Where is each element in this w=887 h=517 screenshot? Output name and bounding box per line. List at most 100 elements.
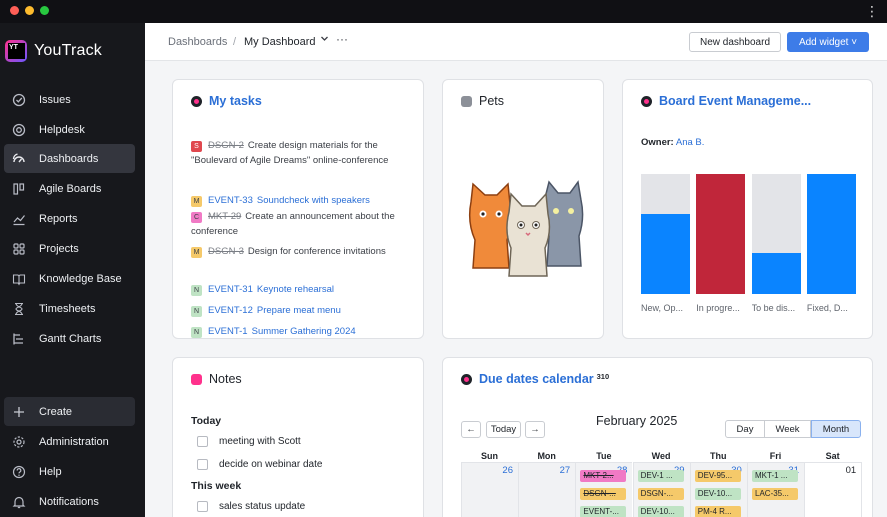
issue-id-link[interactable]: DSGN-2 [208,140,244,151]
close-window-button[interactable] [10,6,19,15]
gear-icon [12,435,26,449]
calendar-day-number[interactable]: 01 [845,465,857,476]
calendar-event[interactable]: LAC-35... [752,488,798,500]
calendar-event[interactable]: MKT-2... [580,470,627,482]
calendar-event[interactable]: DEV-10... [694,488,741,500]
kebab-menu-icon[interactable]: ⋮ [865,3,879,19]
weekday-header: Wed [651,451,671,461]
more-options-button[interactable]: ··· [336,32,348,46]
task-item[interactable]: C MKT-29 Create an announcement about the … [191,209,416,239]
chevron-down-icon[interactable] [320,34,329,46]
task-item[interactable]: N EVENT-31 Keynote rehearsal [191,282,416,297]
calendar-event[interactable]: DSGN-... [637,488,684,500]
prev-month-button[interactable]: ← [461,421,481,438]
calendar-day-cell[interactable] [518,462,576,517]
dashboard-selector[interactable]: My Dashboard [244,36,316,48]
board-icon [12,182,26,196]
plus-icon [12,405,26,419]
bar-fill[interactable] [806,174,856,294]
note-checklist-item[interactable]: sales status update [197,501,305,512]
calendar-title[interactable]: Due dates calendar [479,372,594,386]
widget-title: Board Event Manageme... [641,94,811,108]
youtrack-widget-icon [641,95,652,107]
issue-id-link[interactable]: EVENT-12 [208,305,253,316]
calendar-event[interactable]: EVENT-... [580,506,627,517]
hourglass-icon [12,302,26,316]
checkbox[interactable] [197,459,208,470]
view-month-button[interactable]: Month [811,420,861,438]
calendar-day-number[interactable]: 27 [559,465,571,476]
task-item[interactable]: M DSGN-3 Design for conference invitations [191,244,416,259]
task-item[interactable]: M EVENT-33 Soundcheck with speakers [191,193,416,208]
grid-divider [861,462,863,517]
new-dashboard-button[interactable]: New dashboard [689,32,781,52]
issue-id-link[interactable]: EVENT-33 [208,195,253,206]
note-checklist-item[interactable]: meeting with Scott [197,436,301,447]
issue-summary[interactable]: Prepare meat menu [256,305,341,316]
calendar-day-cell[interactable] [461,462,518,517]
task-item[interactable]: S DSGN-2 Create design materials for the "… [191,138,416,168]
issue-id-link[interactable]: EVENT-1 [208,326,248,337]
sidebar-item-notifications[interactable]: Notifications [4,487,135,516]
issue-summary[interactable]: Soundcheck with speakers [256,195,370,206]
task-item[interactable]: N EVENT-1 Summer Gathering 2024 [191,324,416,338]
sidebar-item-projects[interactable]: Projects [4,234,135,263]
breadcrumb-dashboards[interactable]: Dashboards [168,36,228,48]
owner-link[interactable]: Ana B. [675,137,705,148]
next-month-button[interactable]: → [525,421,545,438]
sidebar-item-timesheets[interactable]: Timesheets [4,294,135,323]
cats-illustration [468,180,584,277]
board-title[interactable]: Board Event Manageme... [659,94,812,108]
calendar-day-cell[interactable] [804,462,862,517]
sidebar-item-dashboards[interactable]: Dashboards [4,144,135,173]
sidebar-item-administration[interactable]: Administration [4,427,135,456]
today-button[interactable]: Today [486,421,521,438]
notes-widget: Notes Today meeting with Scott decide on w… [172,357,424,517]
page-header: Dashboards / My Dashboard ··· New dashbo… [145,23,887,61]
note-checklist-item[interactable]: decide on webinar date [197,459,322,470]
help-icon [12,465,26,479]
calendar-event[interactable]: PM-4 R... [694,506,741,517]
calendar-day-number[interactable]: 26 [502,465,513,476]
sidebar-item-helpdesk[interactable]: Helpdesk [4,115,135,144]
bar-category-label: New, Op... [641,303,684,313]
minimize-window-button[interactable] [25,6,34,15]
issue-summary[interactable]: Create design materials for the "Bouleva… [191,140,389,166]
add-widget-button[interactable]: Add widget ˅ [787,32,869,52]
checkbox[interactable] [197,436,208,447]
calendar-event[interactable]: DSGN-... [580,488,627,500]
issue-summary[interactable]: Create an announcement about the confere… [191,211,395,237]
sidebar-item-issues[interactable]: Issues [4,85,135,114]
sidebar-item-knowledge-base[interactable]: Knowledge Base [4,264,135,293]
task-item[interactable]: N EVENT-12 Prepare meat menu [191,303,416,318]
sidebar-item-help[interactable]: Help [4,457,135,486]
priority-badge: M [191,196,202,207]
issue-summary[interactable]: Summer Gathering 2024 [251,326,356,337]
issue-id-link[interactable]: DSGN-3 [208,246,244,257]
sidebar-item-agile-boards[interactable]: Agile Boards [4,174,135,203]
view-day-button[interactable]: Day [725,420,765,438]
maximize-window-button[interactable] [40,6,49,15]
view-week-button[interactable]: Week [764,420,811,438]
calendar-event[interactable]: DEV-95... [694,470,741,482]
bar-fill[interactable] [696,174,746,294]
issue-summary[interactable]: Design for conference invitations [247,246,386,257]
youtrack-logo-icon [5,40,27,62]
calendar-event[interactable]: DEV-10... [637,506,684,517]
calendar-count: 310 [596,371,610,381]
calendar-event[interactable]: DEV-1 ... [637,470,684,482]
calendar-event[interactable]: MKT-1 ... [752,470,798,482]
board-widget: Board Event Manageme... Owner: Ana B. Ne… [622,79,873,339]
bar-fill[interactable] [751,253,801,294]
pets-title: Pets [479,94,505,108]
issue-id-link[interactable]: EVENT-31 [208,284,253,295]
my-tasks-title[interactable]: My tasks [209,94,262,108]
issue-id-link[interactable]: MKT-29 [208,211,242,222]
app-logo[interactable]: YouTrack [5,39,102,63]
bar-fill[interactable] [641,213,690,294]
sidebar-item-create[interactable]: Create [4,397,135,426]
sidebar-item-gantt-charts[interactable]: Gantt Charts [4,324,135,353]
checkbox[interactable] [197,501,208,512]
issue-summary[interactable]: Keynote rehearsal [256,284,334,295]
sidebar-item-reports[interactable]: Reports [4,204,135,233]
